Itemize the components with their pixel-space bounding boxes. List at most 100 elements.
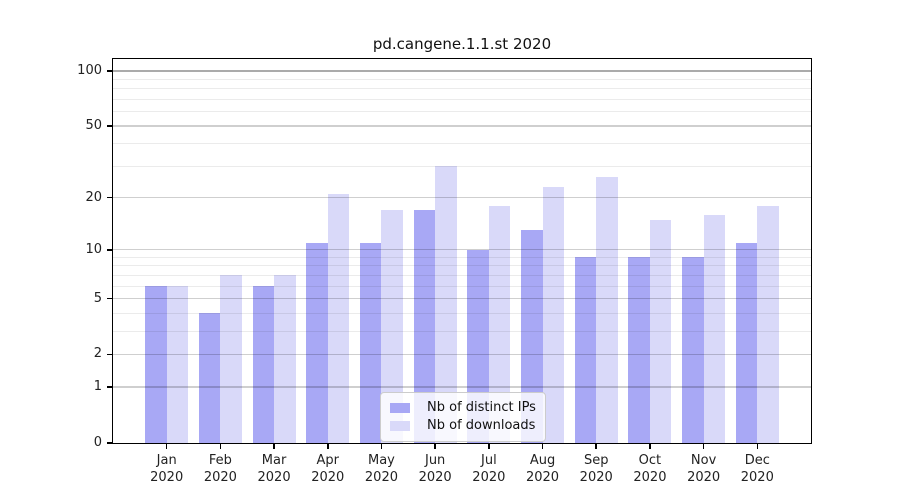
- x-tick-month-dec: Dec: [744, 453, 770, 468]
- y-tick-2: [107, 353, 112, 356]
- y-tick-label-1: 1: [93, 379, 102, 395]
- x-tick-month-aug: Aug: [529, 453, 556, 468]
- x-tick-nov: [702, 444, 705, 449]
- gridline-minor-y-7: [113, 274, 811, 276]
- y-tick-5: [107, 297, 112, 300]
- bar-jul-downloads: [488, 205, 511, 443]
- x-tick-month-mar: Mar: [261, 453, 287, 468]
- x-tick-label-sep: Sep 2020: [564, 452, 628, 486]
- gridline-minor-y-80: [113, 88, 811, 90]
- y-tick-label-5: 5: [93, 290, 102, 306]
- gridline-minor-y-9: [113, 256, 811, 258]
- x-tick-year-apr: 2020: [311, 470, 345, 485]
- legend-item-distinct-ips: Nb of distinct IPs: [390, 399, 536, 416]
- x-tick-label-nov: Nov 2020: [672, 452, 736, 486]
- x-tick-aug: [541, 444, 544, 449]
- x-tick-month-may: May: [368, 453, 395, 468]
- y-tick-label-20: 20: [85, 189, 102, 205]
- bar-dec-downloads: [757, 205, 779, 443]
- x-tick-label-jul: Jul 2020: [457, 452, 521, 486]
- bar-nov-distinct-ips: [682, 257, 704, 443]
- gridline-minor-y-3: [113, 330, 811, 332]
- y-tick-label-100: 100: [77, 63, 102, 79]
- x-tick-month-sep: Sep: [583, 453, 609, 468]
- x-tick-month-jan: Jan: [156, 453, 177, 468]
- x-tick-month-feb: Feb: [208, 453, 232, 468]
- gridline-minor-y-70: [113, 99, 811, 101]
- x-tick-label-feb: Feb 2020: [188, 452, 252, 486]
- gridline-major-y-1: [113, 386, 811, 388]
- y-tick-20: [107, 196, 112, 199]
- x-tick-month-jul: Jul: [481, 453, 497, 468]
- gridline-minor-y-30: [113, 165, 811, 167]
- x-tick-label-mar: Mar 2020: [242, 452, 306, 486]
- x-tick-year-aug: 2020: [525, 470, 560, 485]
- gridline-major-y-100: [113, 70, 811, 72]
- x-tick-month-apr: Apr: [316, 453, 340, 468]
- legend-label-downloads: Nb of downloads: [427, 418, 536, 433]
- y-tick-label-2: 2: [93, 346, 102, 362]
- bar-mar-distinct-ips: [252, 286, 275, 443]
- x-tick-year-dec: 2020: [740, 470, 774, 485]
- bar-sep-downloads: [596, 177, 618, 443]
- gridline-minor-y-4: [113, 312, 811, 314]
- bar-aug-distinct-ips: [521, 230, 543, 443]
- x-tick-label-dec: Dec 2020: [725, 452, 789, 486]
- x-tick-year-may: 2020: [364, 470, 398, 485]
- y-tick-1: [107, 386, 112, 388]
- legend-item-downloads: Nb of downloads: [390, 417, 536, 434]
- y-tick-0: [107, 442, 112, 444]
- bar-mar-downloads: [274, 275, 296, 443]
- bar-dec-distinct-ips: [735, 242, 758, 443]
- legend: Nb of distinct IPs Nb of downloads: [380, 392, 546, 442]
- gridline-major-y-50: [113, 125, 811, 127]
- x-tick-dec: [756, 444, 759, 449]
- x-tick-year-jun: 2020: [418, 470, 452, 485]
- bar-sep-distinct-ips: [574, 257, 597, 443]
- bar-feb-downloads: [220, 275, 242, 443]
- gridline-major-y-2: [113, 353, 811, 356]
- x-tick-apr: [326, 444, 329, 449]
- bar-apr-distinct-ips: [306, 242, 328, 443]
- x-tick-may: [380, 444, 383, 449]
- x-tick-sep: [595, 444, 598, 449]
- gridline-minor-y-40: [113, 143, 811, 145]
- bar-jun-distinct-ips: [413, 210, 436, 443]
- x-tick-year-feb: 2020: [203, 470, 237, 485]
- x-tick-month-oct: Oct: [638, 453, 662, 468]
- gridline-major-y-5: [113, 297, 811, 300]
- bar-jun-downloads: [435, 166, 457, 443]
- x-tick-jun: [434, 444, 436, 449]
- x-tick-year-nov: 2020: [687, 470, 721, 485]
- x-tick-mar: [273, 444, 275, 449]
- chart-title: pd.cangene.1.1.st 2020: [372, 35, 552, 53]
- x-tick-label-oct: Oct 2020: [618, 452, 682, 486]
- bar-jan-distinct-ips: [145, 286, 167, 443]
- y-tick-label-10: 10: [85, 241, 102, 257]
- bar-apr-downloads: [327, 193, 350, 443]
- gridline-minor-y-6: [113, 285, 811, 287]
- y-tick-100: [107, 70, 112, 72]
- y-tick-50: [107, 125, 112, 127]
- x-tick-year-mar: 2020: [257, 470, 291, 485]
- bar-jan-downloads: [166, 286, 189, 443]
- x-tick-year-sep: 2020: [579, 470, 613, 485]
- x-tick-label-jun: Jun 2020: [403, 452, 467, 486]
- bar-may-distinct-ips: [359, 242, 382, 443]
- x-tick-feb: [219, 444, 222, 449]
- gridline-major-y-20: [113, 196, 811, 199]
- legend-label-distinct-ips: Nb of distinct IPs: [427, 400, 536, 415]
- x-tick-jul: [488, 444, 490, 449]
- y-tick-label-50: 50: [85, 118, 102, 134]
- y-tick-10: [107, 248, 112, 251]
- bar-may-downloads: [381, 210, 403, 443]
- gridline-minor-y-90: [113, 79, 811, 81]
- gridline-major-y-10: [113, 249, 811, 251]
- x-tick-year-jul: 2020: [472, 470, 506, 485]
- x-tick-label-may: May 2020: [349, 452, 413, 486]
- x-tick-label-jan: Jan 2020: [135, 452, 199, 486]
- x-tick-month-jun: Jun: [424, 453, 446, 468]
- legend-swatch-downloads: [390, 420, 410, 431]
- gridline-minor-y-60: [113, 111, 811, 113]
